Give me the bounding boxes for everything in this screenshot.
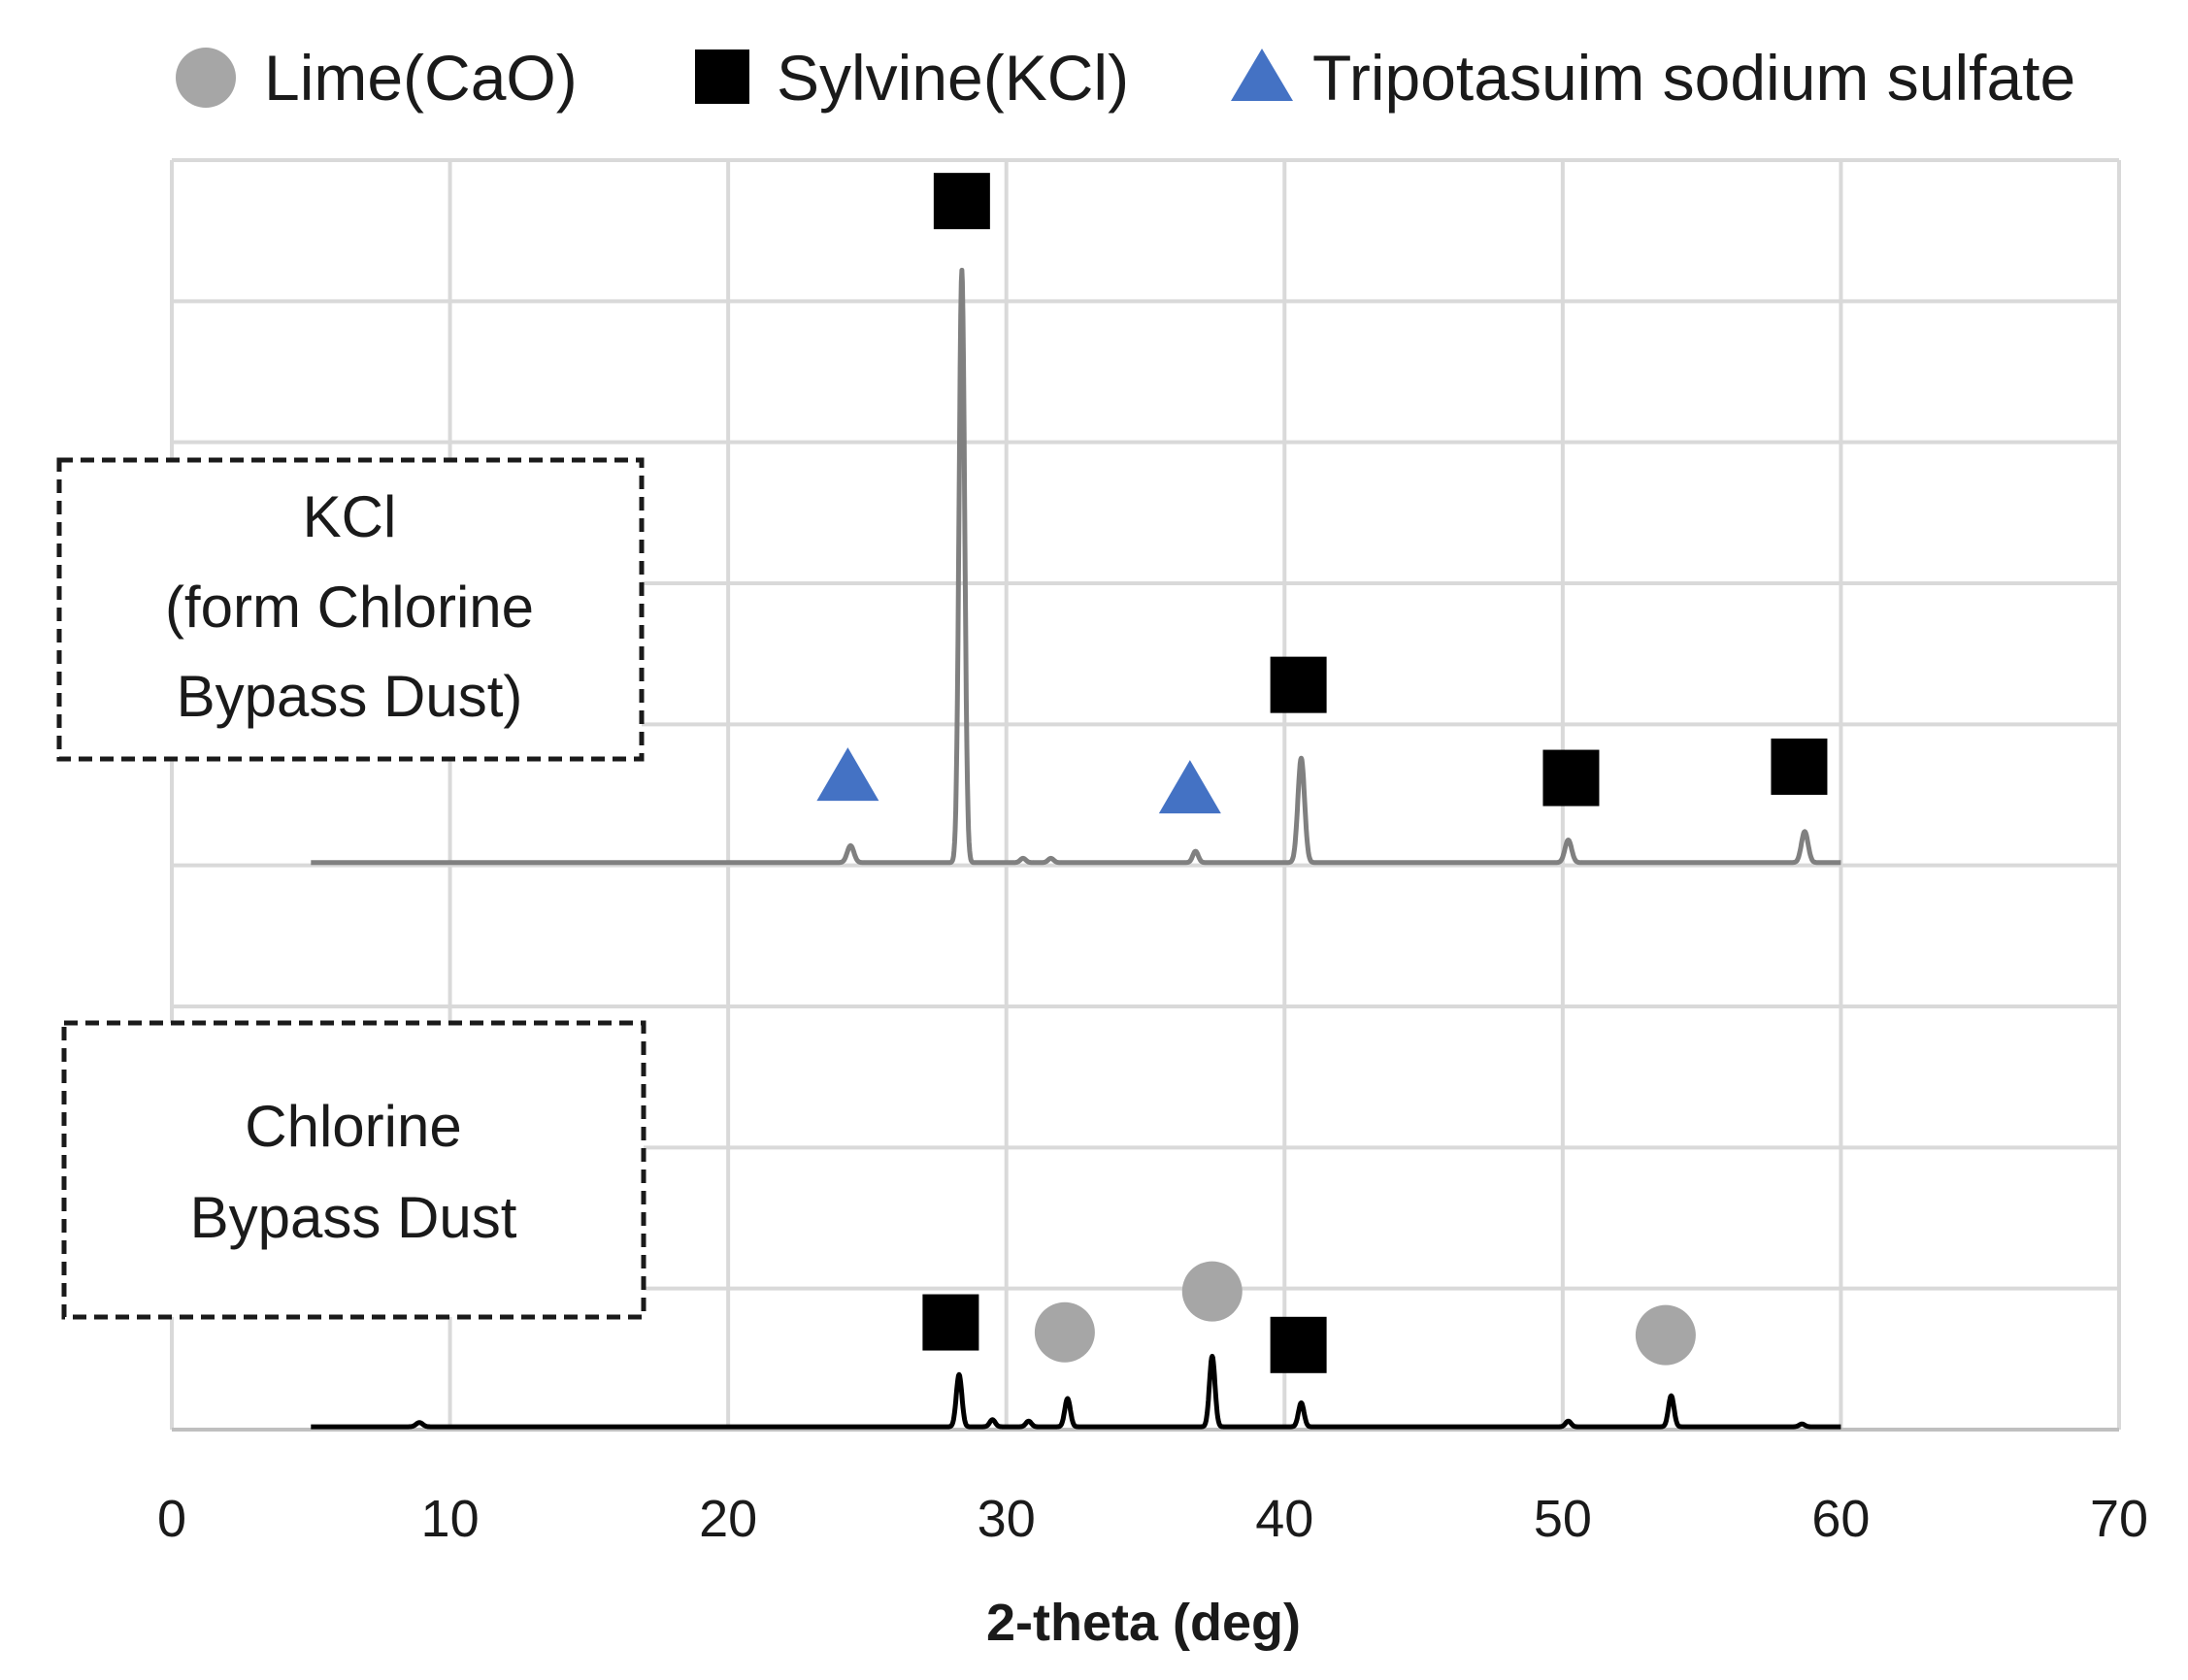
x-tick-label-50: 50: [1534, 1490, 1592, 1548]
legend: Lime(CaO) Sylvine(KCl) Tripotasuim sodiu…: [176, 42, 2075, 114]
dust-label-line-2: Bypass Dust: [190, 1185, 517, 1250]
peak-marker-triangle-s0-2: [1158, 760, 1221, 814]
series-group: [309, 267, 1843, 1430]
dust-label-border: [61, 1020, 646, 1320]
peak-marker-square-s1-0: [922, 1294, 979, 1351]
dust-label-box: Chlorine Bypass Dust: [61, 1020, 646, 1320]
legend-sylvine-marker: [695, 49, 749, 104]
dust-label-line-1: Chlorine: [245, 1094, 461, 1159]
x-tick-label-10: 10: [421, 1490, 480, 1548]
series-line-1: [309, 1353, 1843, 1430]
legend-lime-label: Lime(CaO): [264, 42, 578, 114]
legend-sylvine-label: Sylvine(KCl): [777, 42, 1129, 114]
series-line-0: [309, 267, 1843, 866]
peak-markers: [816, 173, 1828, 1373]
x-axis-title: 2-theta (deg): [986, 1594, 1301, 1652]
peak-marker-square-s0-1: [933, 173, 990, 230]
peak-marker-square-s0-3: [1270, 656, 1327, 713]
peak-marker-square-s1-3: [1270, 1316, 1327, 1373]
x-tick-label-20: 20: [699, 1490, 757, 1548]
peak-marker-circle-s1-4: [1635, 1304, 1696, 1366]
peak-marker-circle-s1-1: [1034, 1301, 1095, 1363]
x-tick-label-0: 0: [157, 1490, 186, 1548]
legend-sulfate-label: Tripotasuim sodium sulfate: [1312, 42, 2075, 114]
kcl-label-line-1: KCl: [303, 484, 397, 549]
peak-marker-circle-s1-2: [1181, 1261, 1243, 1322]
peak-marker-triangle-s0-0: [816, 747, 879, 802]
kcl-label-line-3: Bypass Dust): [177, 664, 523, 729]
kcl-label-border: [56, 457, 645, 762]
peak-marker-square-s0-5: [1771, 738, 1828, 795]
kcl-label-box: KCl (form Chlorine Bypass Dust): [56, 457, 645, 762]
x-tick-label-30: 30: [978, 1490, 1036, 1548]
x-tick-label-60: 60: [1811, 1490, 1870, 1548]
legend-lime-marker: [176, 48, 236, 108]
legend-sulfate-marker: [1231, 49, 1293, 101]
x-axis-ticks: 0 10 20 30 40 50 60 70: [157, 1490, 2148, 1548]
peak-marker-square-s0-4: [1542, 749, 1600, 807]
kcl-label-line-2: (form Chlorine: [165, 575, 534, 640]
x-tick-label-40: 40: [1255, 1490, 1313, 1548]
x-tick-label-70: 70: [2090, 1490, 2148, 1548]
